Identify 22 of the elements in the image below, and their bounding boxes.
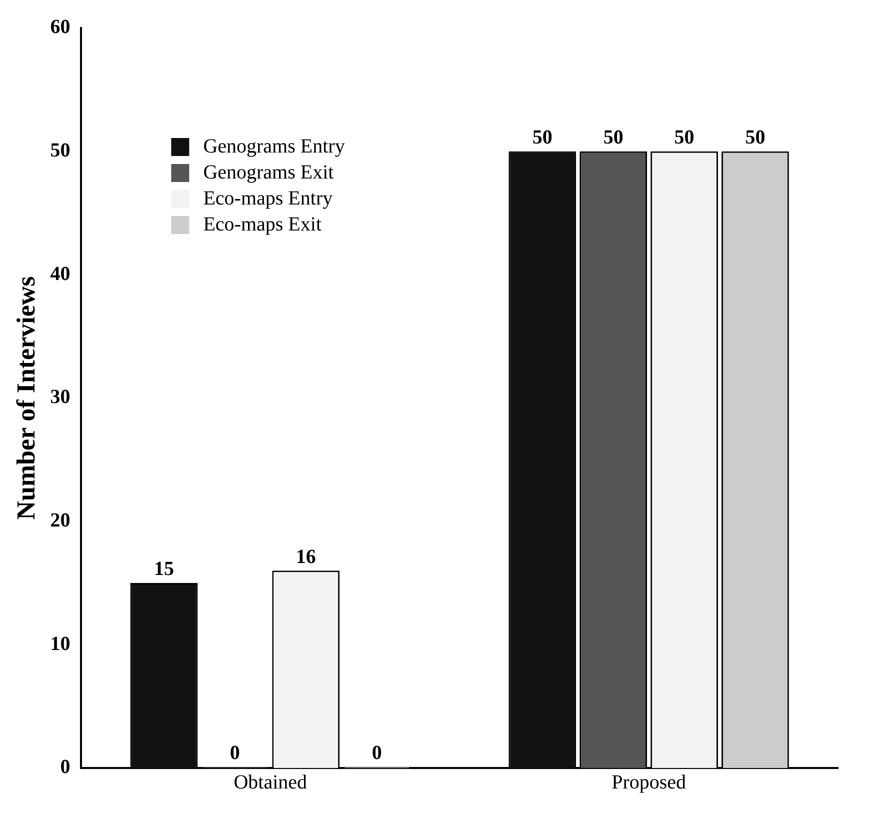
data-label: 15 [154, 558, 174, 580]
data-label: 0 [372, 742, 382, 764]
data-label: 50 [603, 126, 624, 149]
legend-label: Genograms Exit [203, 161, 334, 184]
data-label: 16 [296, 546, 316, 568]
data-label: 0 [230, 742, 240, 764]
y-tick-label: 0 [60, 756, 70, 778]
y-tick-label: 40 [50, 262, 70, 285]
y-tick-label: 10 [50, 632, 70, 655]
legend-label: Eco-maps Exit [203, 213, 322, 236]
y-tick-label: 30 [50, 386, 70, 408]
data-label: 50 [532, 126, 552, 149]
y-axis-title: Number of Interviews [11, 276, 40, 520]
legend-label: Eco-maps Entry [203, 187, 333, 210]
x-tick-label: Proposed [612, 771, 686, 794]
y-tick-label: 50 [50, 140, 70, 162]
data-label: 50 [745, 126, 766, 149]
y-tick-label: 60 [50, 16, 70, 38]
legend-label: Genograms Entry [203, 135, 345, 158]
y-tick-label: 20 [50, 510, 70, 532]
data-label: 50 [674, 126, 694, 149]
x-tick-label: Obtained [234, 771, 308, 794]
